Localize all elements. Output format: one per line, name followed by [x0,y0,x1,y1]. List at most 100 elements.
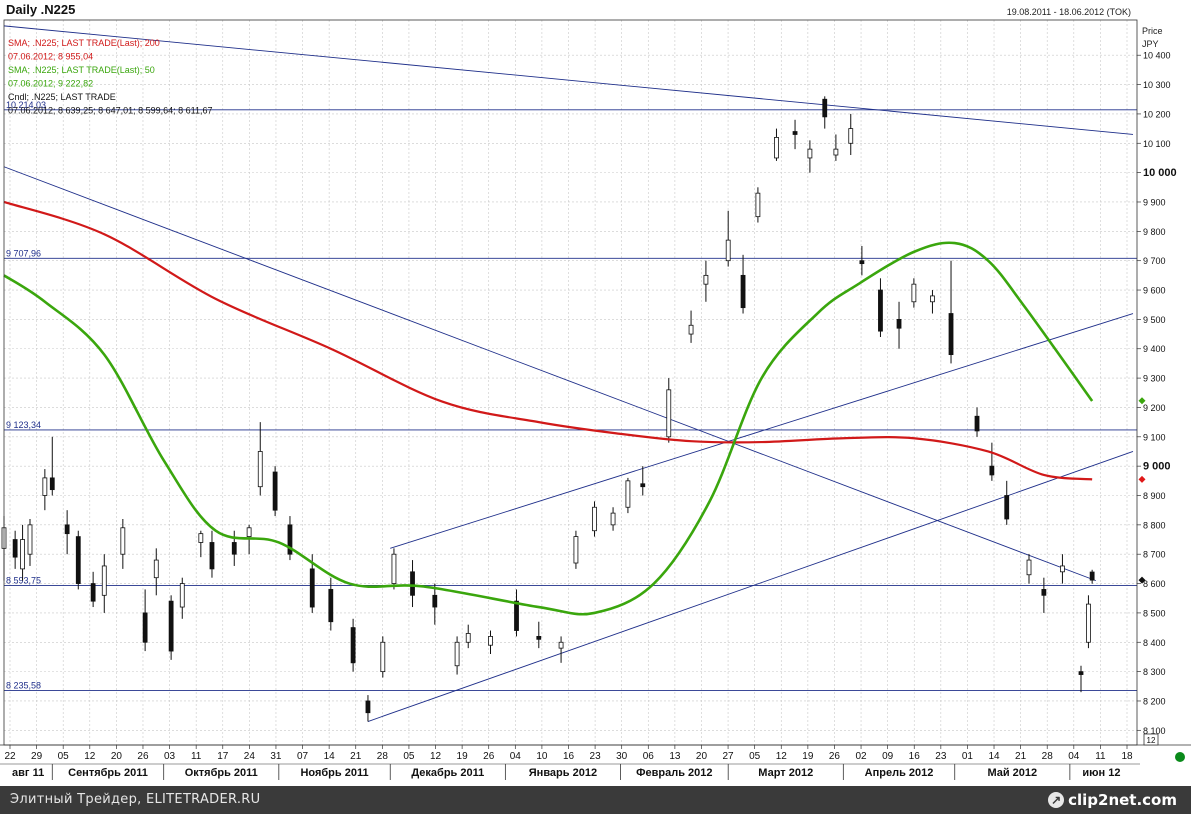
candle-body [246,527,252,537]
x-day-label: 27 [723,751,735,762]
y-tick-label: 9 300 [1143,374,1166,384]
trendline [3,25,1134,135]
y-tick-label: 10 400 [1143,51,1171,61]
x-day-label: 04 [1068,751,1080,762]
candle-body [179,583,185,608]
x-day-label: 21 [350,751,362,762]
x-day-label: 18 [1121,751,1133,762]
candle-body [703,274,709,285]
x-day-label: 04 [510,751,522,762]
candle-body [231,542,237,555]
x-month-label: Январь 2012 [529,767,597,779]
x-day-label: 01 [962,751,974,762]
legend-entry: 07.06.2012; 8 639,25; 8 647,01; 8 599,64… [8,106,213,116]
x-day-label: 26 [829,751,841,762]
sma-lines [3,200,1094,616]
trendline [3,166,1097,582]
candle-body [309,568,315,608]
candle-body [666,389,672,438]
x-month-label: Февраль 2012 [636,767,712,779]
chart-canvas: 10 214,03 9 707,96 9 123,34 8 593,75 8 235,5… [0,2,1191,780]
x-day-label: 13 [669,751,681,762]
candle-body [896,318,902,329]
y-tick-label: 8 400 [1143,638,1166,648]
scale-box-label: 12 [1147,736,1156,745]
candle-body [64,524,70,535]
x-day-label: 06 [643,751,655,762]
candle-body [573,536,579,564]
x-day-label: 05 [58,751,70,762]
candle-body [27,524,33,555]
x-day-label: 31 [270,751,282,762]
clip2net-logo[interactable]: ↗ clip2net.com [1048,790,1177,810]
x-day-label: 05 [749,751,761,762]
x-month-label: авг 11 [12,767,44,779]
y-tick-label: 8 600 [1143,579,1166,589]
level-label: 8 593,75 [6,575,41,585]
y-tick-label: 8 700 [1143,550,1166,560]
candle-body [49,477,55,491]
legend: SMA; .N225; LAST TRADE(Last); 200 07.06.2… [8,38,213,116]
candle-body [20,539,25,570]
candle-body [878,289,883,332]
y-tick-label: 9 400 [1143,344,1166,354]
candle-body [101,565,107,596]
y-tick-label: 10 200 [1143,109,1171,119]
scale-box[interactable] [1143,733,1159,746]
x-day-label: 20 [696,751,708,762]
horizontal-levels: 10 214,03 9 707,96 9 123,34 8 593,75 8 235,5… [4,100,1137,691]
legend-entry: 07.06.2012; 9 222,82 [8,79,93,89]
candle-body [822,98,828,118]
candle-body [725,239,731,262]
candle-body [120,527,126,555]
candle-body [1086,603,1091,643]
y-tick-label: 10 300 [1143,80,1171,90]
candle-body [328,589,334,623]
candle-body [209,542,215,570]
trendline [390,313,1134,549]
candle-body [272,471,278,511]
x-day-label: 28 [377,751,389,762]
candle-body [833,148,839,156]
y-tick-label: 8 800 [1143,520,1166,530]
candle-body [391,553,397,584]
x-day-label: 22 [4,751,16,762]
y-tick-label: 9 500 [1143,315,1166,325]
x-day-label: 19 [457,751,469,762]
x-month-label: Апрель 2012 [865,767,934,779]
y-tick-label: 10 100 [1143,139,1171,149]
x-month-label: Октябрь 2011 [185,767,258,779]
logo-text: clip2net.com [1068,791,1177,809]
x-month-label: Май 2012 [987,767,1037,779]
sma-line [3,200,1093,481]
status-dot-icon [1175,752,1185,762]
candle-body [287,524,293,555]
x-day-label: 16 [909,751,921,762]
legend-entry: SMA; .N225; LAST TRADE(Last); 200 [8,38,160,48]
candles [1,96,1095,722]
candle-body [859,260,865,265]
candle-body [848,128,854,144]
candle-body [488,635,493,646]
candle-body [42,477,48,496]
x-month-label: Ноябрь 2011 [300,767,368,779]
candle-body [432,594,438,608]
candle-body [410,571,415,596]
y-tick-label: 10 000 [1143,167,1177,179]
x-day-label: 24 [244,751,256,762]
y-tick-label: 8 100 [1143,726,1166,736]
candle-body [989,465,995,476]
footer-bar: Элитный Трейдер, ELITETRADER.RU ↗ clip2n… [0,786,1191,814]
x-day-label: 02 [855,751,867,762]
legend-entry: Cndl; .N225; LAST TRADE [8,92,116,102]
x-day-label: 07 [297,751,309,762]
x-day-label: 03 [164,751,176,762]
x-day-label: 26 [137,751,149,762]
y-tick-label: 9 200 [1143,403,1166,413]
x-day-label: 20 [111,751,123,762]
sma-line [3,241,1094,616]
x-day-label: 10 [536,751,548,762]
x-day-label: 23 [590,751,602,762]
axis-unit-price: Price [1142,26,1163,36]
x-day-label: 30 [616,751,628,762]
